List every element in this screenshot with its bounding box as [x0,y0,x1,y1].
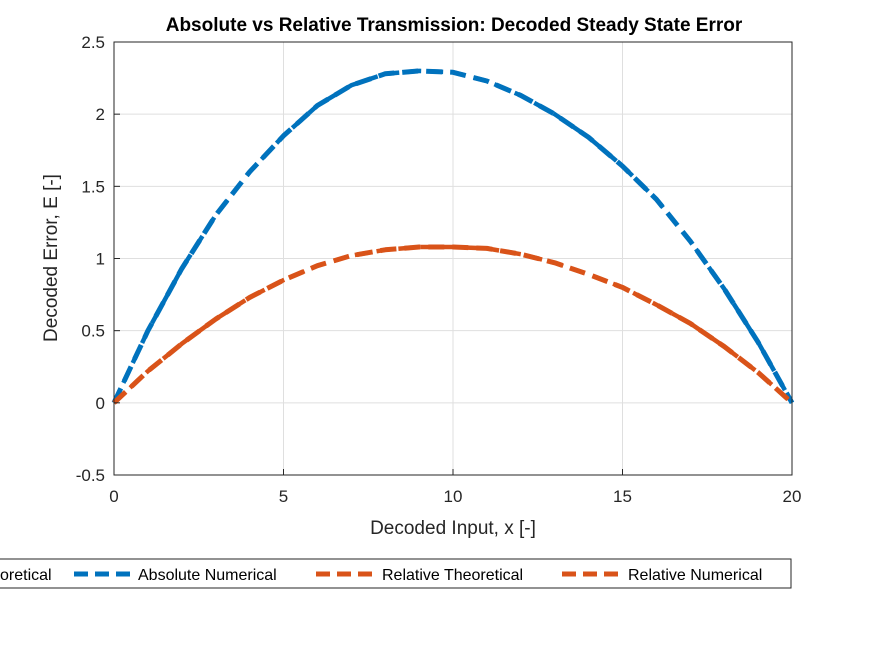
y-tick-label: 0.5 [81,322,105,341]
x-tick-labels: 0 5 10 15 20 [109,487,801,506]
x-axis-label: Decoded Input, x [-] [370,518,536,539]
x-tick-label: 20 [783,487,802,506]
x-tick-label: 5 [279,487,288,506]
legend-label-absolute-theoretical: oretical [0,567,52,584]
y-tick-label: 1 [96,250,105,269]
legend-box [0,558,792,589]
y-axis-label: Decoded Error, E [-] [41,174,62,342]
series-line-relative-numerical [112,244,794,405]
legend-label-relative-theoretical: Relative Theoretical [382,567,523,584]
y-tick-label: 0 [96,394,105,413]
y-tick-label: 1.5 [81,177,105,196]
x-tick-label: 10 [444,487,463,506]
legend: oretical Absolute Numerical Relative The… [0,558,792,589]
y-tick-label: 2.5 [81,33,105,52]
tick-marks [113,41,793,476]
legend-label-relative-numerical: Relative Numerical [628,567,762,584]
x-tick-label: 0 [109,487,118,506]
y-tick-label: -0.5 [76,466,105,485]
x-tick-label: 15 [613,487,632,506]
y-tick-labels: -0.5 0 0.5 1 1.5 2 2.5 [76,33,105,485]
series-line-absolute-numerical [111,68,794,404]
y-tick-label: 2 [96,105,105,124]
plot-area: 0 5 10 15 20 -0.500.511.522.5 [76,33,802,506]
series-layer [111,68,795,405]
chart-title: Absolute vs Relative Transmission: Decod… [166,15,743,36]
legend-label-absolute-numerical: Absolute Numerical [138,567,277,584]
